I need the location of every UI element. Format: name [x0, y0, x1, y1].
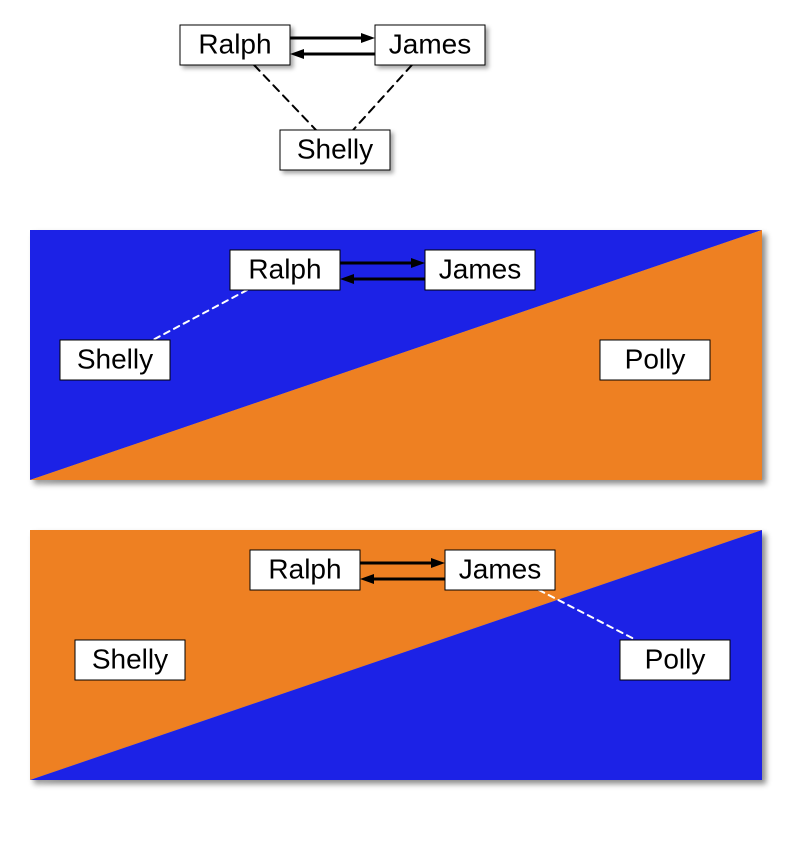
node-label-james: James: [439, 253, 521, 284]
arrow-head: [290, 49, 304, 59]
node-label-ralph: Ralph: [198, 28, 271, 59]
node-ralph: Ralph: [230, 250, 340, 290]
node-shelly: Shelly: [60, 340, 170, 380]
dashed-edge-james-shelly: [353, 65, 412, 130]
diagram-svg: RalphJamesShellyRalphJamesShellyPollyRal…: [0, 0, 792, 852]
node-label-ralph: Ralph: [248, 253, 321, 284]
node-james: James: [425, 250, 535, 290]
dashed-edge-ralph-shelly: [254, 65, 316, 130]
node-shelly: Shelly: [280, 130, 390, 170]
node-polly: Polly: [600, 340, 710, 380]
node-label-polly: Polly: [625, 343, 686, 374]
panel-middle: Ralph James Shelly Polly: [30, 230, 762, 480]
diagram-canvas: RalphJamesShellyRalphJamesShellyPollyRal…: [0, 0, 792, 852]
node-label-ralph: Ralph: [268, 553, 341, 584]
node-james: James: [375, 25, 485, 65]
node-shelly: Shelly: [75, 640, 185, 680]
node-label-shelly: Shelly: [297, 133, 373, 164]
node-polly: Polly: [620, 640, 730, 680]
panel-bottom: Ralph James Shelly Polly: [30, 530, 762, 780]
node-label-shelly: Shelly: [77, 343, 153, 374]
node-label-james: James: [459, 553, 541, 584]
node-label-polly: Polly: [645, 643, 706, 674]
node-ralph: Ralph: [180, 25, 290, 65]
arrow-head: [361, 33, 375, 43]
node-label-shelly: Shelly: [92, 643, 168, 674]
node-james: James: [445, 550, 555, 590]
panel-top: Ralph James Shelly: [180, 25, 485, 170]
node-label-james: James: [389, 28, 471, 59]
node-ralph: Ralph: [250, 550, 360, 590]
